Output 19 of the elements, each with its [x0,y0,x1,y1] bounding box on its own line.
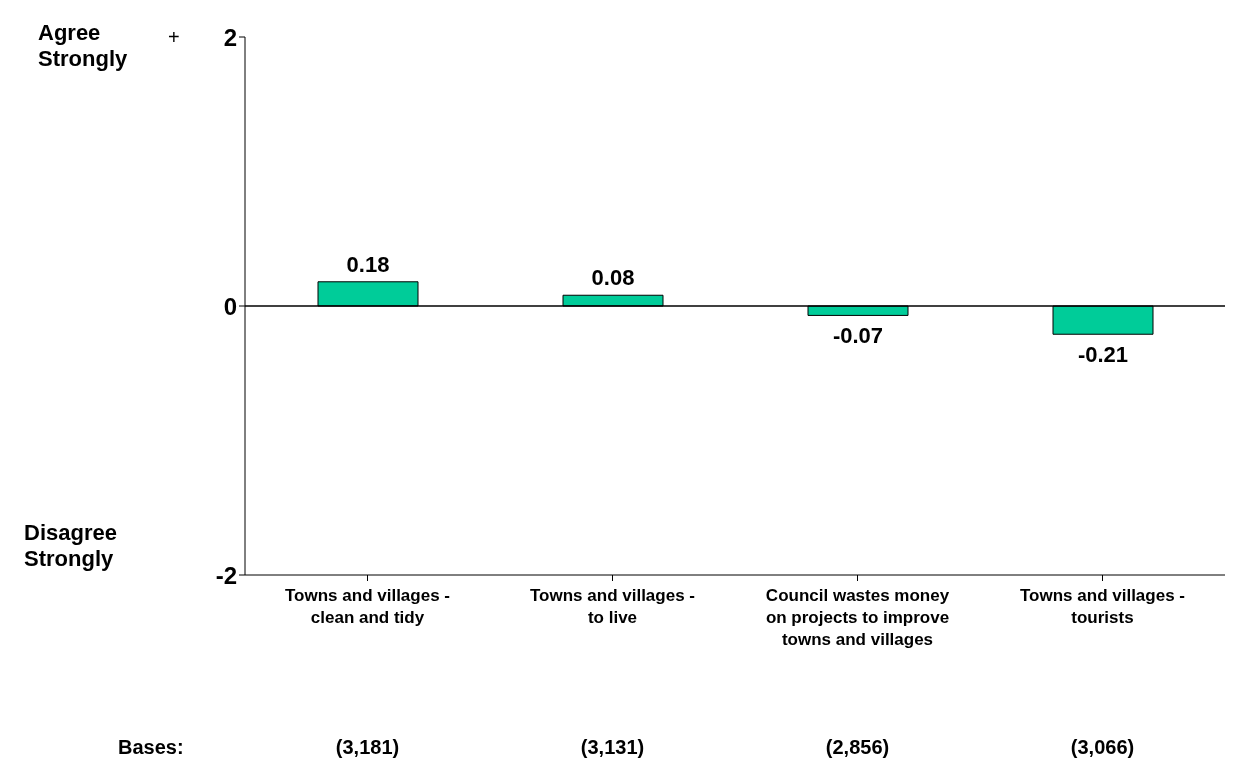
y-tick-label: -2 [215,561,237,589]
data-label: 0.18 [346,251,390,277]
text: (3,181) [334,735,401,760]
x-tick-label: Towns and villages - clean and tidy [285,586,450,627]
text: + [168,25,180,50]
x-tick-label: Towns and villages - to live [530,586,695,627]
x-tick-label: Council wastes money on projects to improve towns and villages [765,586,950,649]
text: Bases: [118,735,184,760]
x-tick-label: Towns and villages - tourists [1020,586,1185,627]
y-tick-label: 2 [223,23,237,51]
text: Disagree Strongly [24,520,118,572]
text: (2,856) [824,735,891,760]
text: (3,131) [579,735,646,760]
data-label: 0.08 [591,265,635,291]
y-tick-label: 0 [223,292,237,320]
data-label: -0.21 [1077,342,1129,368]
data-label: -0.07 [832,323,884,349]
text: Agree Strongly [38,20,129,72]
text: (3,066) [1069,735,1136,760]
